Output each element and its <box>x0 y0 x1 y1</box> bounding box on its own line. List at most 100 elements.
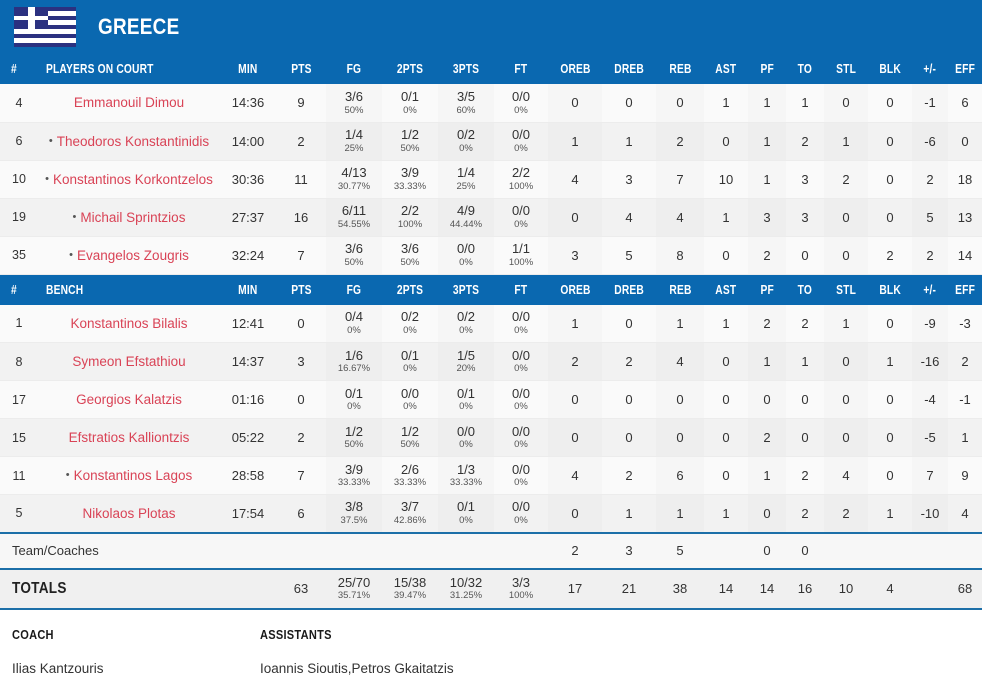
totals-plus-minus <box>912 567 948 610</box>
player-name-cell[interactable]: Georgios Kalatzis <box>38 380 220 419</box>
player-2pts: 3/7 42.86% <box>382 494 438 533</box>
col-header-pts[interactable]: PTS <box>290 62 312 76</box>
col-header-3pts-bench[interactable]: 3PTS <box>452 282 480 297</box>
col-header-bench[interactable]: BENCH <box>46 282 84 297</box>
col-header-number[interactable]: # <box>11 62 17 76</box>
player-name-link[interactable]: Michail Sprintzios <box>80 209 186 225</box>
player-eff: 1 <box>948 418 982 457</box>
totals-ast: 14 <box>704 567 748 610</box>
player-name-cell[interactable]: • Konstantinos Lagos <box>38 456 220 495</box>
player-dreb: 2 <box>602 456 656 495</box>
col-header-number-bench[interactable]: # <box>11 282 17 297</box>
player-oreb: 1 <box>548 122 602 161</box>
col-header-plus-minus-bench[interactable]: +/- <box>923 282 937 297</box>
player-minutes: 32:24 <box>220 236 276 275</box>
player-name-link[interactable]: Evangelos Zougris <box>77 247 189 263</box>
player-name-cell[interactable]: Symeon Efstathiou <box>38 342 220 381</box>
col-header-3pts[interactable]: 3PTS <box>452 62 480 76</box>
player-minutes: 14:00 <box>220 122 276 161</box>
col-header-eff-bench[interactable]: EFF <box>955 282 975 297</box>
player-oreb: 0 <box>548 418 602 457</box>
table-row: 4 Emmanouil Dimou 14:36 9 3/6 50% 0/1 0% 3/5 60% 0… <box>0 84 982 123</box>
col-header-eff[interactable]: EFF <box>955 62 975 76</box>
player-dreb: 4 <box>602 198 656 237</box>
col-header-stl-bench[interactable]: STL <box>836 282 856 297</box>
player-ast: 1 <box>704 198 748 237</box>
player-name-link[interactable]: Emmanouil Dimou <box>73 95 185 111</box>
col-header-reb[interactable]: REB <box>668 62 692 76</box>
col-header-2pts-bench[interactable]: 2PTS <box>396 282 424 297</box>
player-name-link[interactable]: Efstratios Kalliontzis <box>68 430 190 445</box>
player-reb: 4 <box>656 342 704 381</box>
player-2pts: 0/1 0% <box>382 84 438 123</box>
assistants-title: ASSISTANTS <box>260 626 332 642</box>
player-name-link[interactable]: Georgios Kalatzis <box>76 392 182 407</box>
player-name-cell[interactable]: Emmanouil Dimou <box>38 84 220 123</box>
col-header-oreb-bench[interactable]: OREB <box>559 282 591 297</box>
player-to: 2 <box>786 122 824 161</box>
player-number: 6 <box>0 122 38 161</box>
player-dreb: 5 <box>602 236 656 275</box>
col-header-plus-minus[interactable]: +/- <box>923 62 937 76</box>
player-name-link[interactable]: Nikolaos Plotas <box>82 505 176 521</box>
col-header-fg-bench[interactable]: FG <box>346 282 362 297</box>
player-to: 2 <box>786 456 824 495</box>
starter-marker-icon: • <box>45 172 49 185</box>
player-fg: 1/4 25% <box>326 122 382 161</box>
col-header-2pts[interactable]: 2PTS <box>396 62 424 76</box>
player-name-cell[interactable]: • Michail Sprintzios <box>38 198 220 237</box>
player-name-cell[interactable]: Nikolaos Plotas <box>38 494 220 533</box>
player-name-link[interactable]: Konstantinos Bilalis <box>70 315 188 331</box>
player-ast: 0 <box>704 342 748 381</box>
col-header-pf[interactable]: PF <box>760 62 774 76</box>
player-name-cell[interactable]: Efstratios Kalliontzis <box>38 418 220 457</box>
player-to: 1 <box>786 84 824 123</box>
player-blk: 0 <box>868 456 912 495</box>
col-header-dreb-bench[interactable]: DREB <box>614 282 644 297</box>
col-header-ft[interactable]: FT <box>514 62 528 76</box>
player-fg: 3/9 33.33% <box>326 456 382 495</box>
col-header-oreb[interactable]: OREB <box>559 62 591 76</box>
col-header-ast[interactable]: AST <box>715 62 737 76</box>
player-name-link[interactable]: Symeon Efstathiou <box>72 354 186 369</box>
player-name-cell[interactable]: Konstantinos Bilalis <box>38 304 220 343</box>
player-name-cell[interactable]: • Theodoros Konstantinidis <box>38 122 220 161</box>
col-header-min[interactable]: MIN <box>238 62 258 76</box>
col-header-pf-bench[interactable]: PF <box>760 282 774 297</box>
totals-2pts: 15/38 39.47% <box>382 567 438 610</box>
col-header-to[interactable]: TO <box>797 62 813 76</box>
table-row: 8 Symeon Efstathiou 14:37 3 1/6 16.67% 0/1 0% 1/… <box>0 342 982 381</box>
player-name-link[interactable]: Konstantinos Korkontzelos <box>53 171 213 187</box>
player-oreb: 0 <box>548 380 602 419</box>
player-stl: 0 <box>824 84 868 123</box>
col-header-fg[interactable]: FG <box>346 62 362 76</box>
col-header-min-bench[interactable]: MIN <box>238 282 258 297</box>
col-header-pts-bench[interactable]: PTS <box>290 282 312 297</box>
player-name-link[interactable]: Konstantinos Lagos <box>73 468 193 483</box>
col-header-ast-bench[interactable]: AST <box>715 282 737 297</box>
col-header-dreb[interactable]: DREB <box>614 62 644 76</box>
player-blk: 0 <box>868 84 912 123</box>
col-header-to-bench[interactable]: TO <box>797 282 813 297</box>
col-header-reb-bench[interactable]: REB <box>668 282 692 297</box>
player-reb: 2 <box>656 122 704 161</box>
team-coaches-reb: 5 <box>656 531 704 569</box>
player-3pts: 1/4 25% <box>438 160 494 199</box>
on-court-header-row: # PLAYERS ON COURT MIN PTS FG 2PTS 3PTS … <box>0 54 982 84</box>
col-header-stl[interactable]: STL <box>836 62 856 76</box>
col-header-blk-bench[interactable]: BLK <box>879 282 901 297</box>
col-header-blk[interactable]: BLK <box>879 62 901 76</box>
totals-eff: 68 <box>948 567 982 610</box>
player-name-cell[interactable]: • Evangelos Zougris <box>38 236 220 275</box>
col-header-players-on-court[interactable]: PLAYERS ON COURT <box>46 62 154 76</box>
player-name-cell[interactable]: • Konstantinos Korkontzelos <box>38 160 220 199</box>
team-name: GREECE <box>98 14 180 39</box>
player-stl: 2 <box>824 160 868 199</box>
player-dreb: 3 <box>602 160 656 199</box>
bench-rows: 1 Konstantinos Bilalis 12:41 0 0/4 0% 0/2 0% 0/2… <box>0 304 982 533</box>
player-points: 7 <box>276 236 326 275</box>
player-oreb: 0 <box>548 494 602 533</box>
col-header-ft-bench[interactable]: FT <box>514 282 528 297</box>
player-to: 2 <box>786 304 824 343</box>
player-name-link[interactable]: Theodoros Konstantinidis <box>56 133 210 149</box>
